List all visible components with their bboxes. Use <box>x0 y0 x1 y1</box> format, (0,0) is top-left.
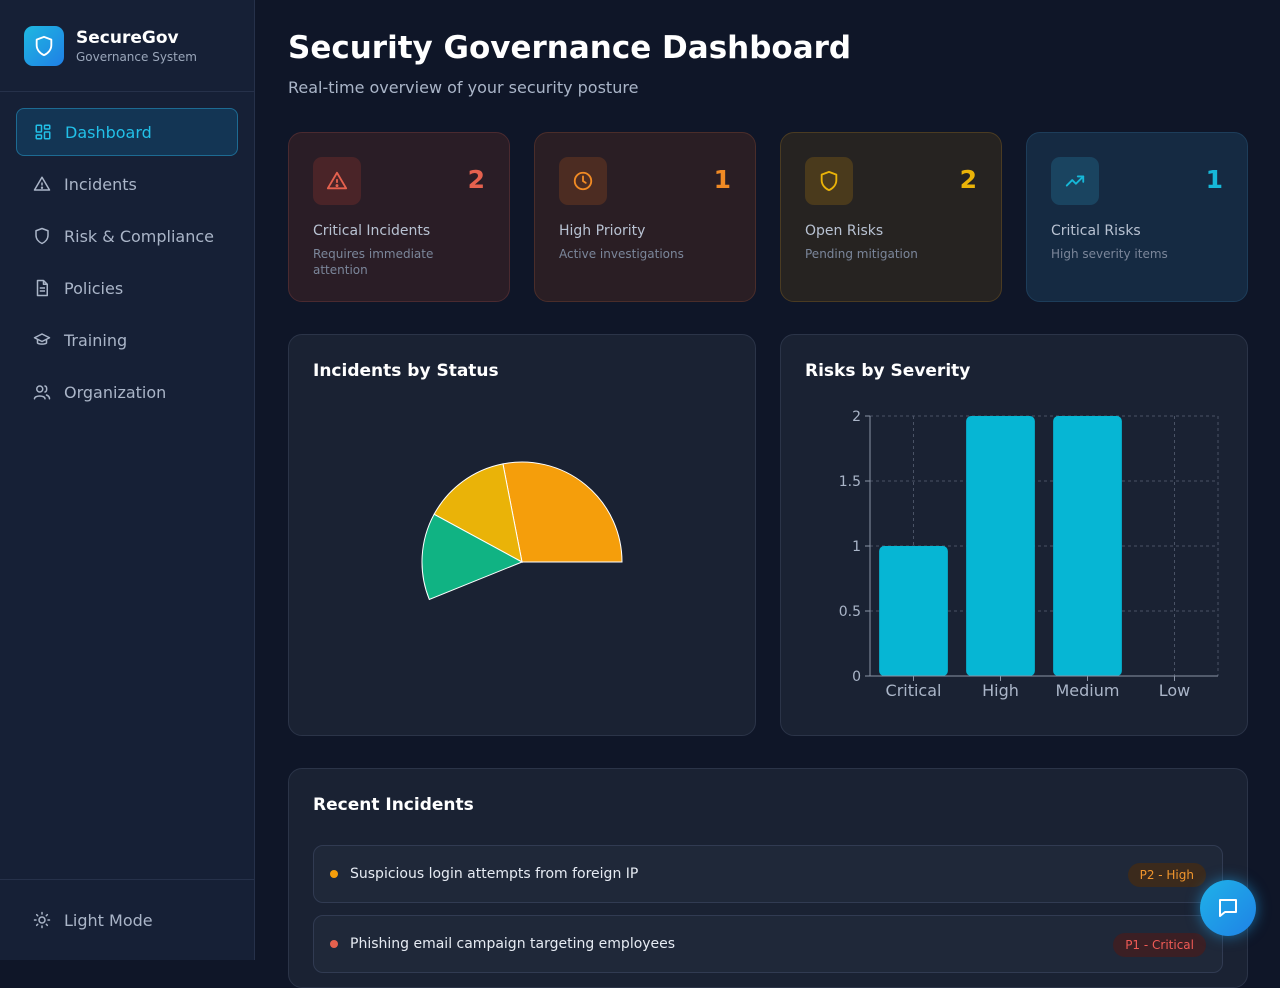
sidebar-item-label: Policies <box>64 278 124 298</box>
incident-title: Suspicious login attempts from foreign I… <box>350 866 639 882</box>
bar[interactable] <box>966 416 1035 676</box>
x-tick-label: High <box>982 681 1019 700</box>
stat-description: Active investigations <box>559 247 684 261</box>
brand: SecureGov Governance System <box>0 0 254 92</box>
y-tick-label: 0 <box>852 669 861 685</box>
stat-label: Open Risks <box>805 223 884 239</box>
recent-incidents-title: Recent Incidents <box>313 795 474 815</box>
x-tick-label: Medium <box>1056 681 1120 700</box>
y-tick-label: 0.5 <box>839 604 861 620</box>
stat-value: 2 <box>959 165 977 194</box>
sidebar-item-training[interactable]: Training <box>16 316 238 364</box>
priority-badge: P2 - High <box>1127 863 1206 887</box>
shield-icon <box>32 226 52 246</box>
stat-description: High severity items <box>1051 247 1168 261</box>
theme-toggle-label: Light Mode <box>64 910 153 930</box>
incidents-by-status-card: Incidents by Status <box>288 334 756 736</box>
grid-icon <box>33 122 53 142</box>
incidents-pie-chart <box>421 461 623 601</box>
chat-button[interactable] <box>1200 880 1256 936</box>
brand-shield-icon <box>24 25 64 66</box>
list-item[interactable]: Phishing email campaign targeting employ… <box>313 915 1223 973</box>
chart-title: Incidents by Status <box>313 361 499 381</box>
y-tick-label: 2 <box>852 409 861 425</box>
users-icon <box>32 382 52 402</box>
sidebar-nav: Dashboard Incidents Risk & Compliance Po… <box>0 92 254 416</box>
message-square-icon <box>1219 899 1237 917</box>
sidebar-item-label: Dashboard <box>65 122 152 142</box>
severity-dot <box>330 870 338 878</box>
sidebar-item-organization[interactable]: Organization <box>16 368 238 416</box>
stat-card-open-risks[interactable]: 2 Open Risks Pending mitigation <box>780 132 1002 302</box>
stat-label: Critical Risks <box>1051 223 1141 239</box>
x-tick-label: Low <box>1159 681 1191 700</box>
sidebar-item-policies[interactable]: Policies <box>16 264 238 312</box>
severity-dot <box>330 940 338 948</box>
sidebar-item-label: Risk & Compliance <box>64 226 214 246</box>
stat-value: 1 <box>713 165 731 194</box>
chart-title: Risks by Severity <box>805 361 971 381</box>
sidebar-item-label: Incidents <box>64 174 137 194</box>
bar[interactable] <box>879 546 948 676</box>
sidebar-item-label: Training <box>64 330 128 350</box>
graduation-cap-icon <box>32 330 52 350</box>
brand-subtitle: Governance System <box>76 50 197 64</box>
recent-incidents-card: Recent Incidents Suspicious login attemp… <box>288 768 1248 988</box>
clock-icon <box>559 157 607 205</box>
page-title: Security Governance Dashboard <box>288 30 852 66</box>
shield-icon <box>805 157 853 205</box>
stat-label: Critical Incidents <box>313 223 431 239</box>
risks-bar-chart: 0 0.5 1 1.5 2 Critical High Medium Low <box>839 409 1219 700</box>
sidebar: SecureGov Governance System Dashboard In… <box>0 0 255 960</box>
stat-label: High Priority <box>559 223 646 239</box>
list-item[interactable]: Suspicious login attempts from foreign I… <box>313 845 1223 903</box>
incident-title: Phishing email campaign targeting employ… <box>350 936 676 952</box>
brand-name: SecureGov <box>76 28 179 48</box>
alert-triangle-icon <box>32 174 52 194</box>
stat-description: Requires immediate attention <box>313 247 434 277</box>
priority-badge: P1 - Critical <box>1113 933 1206 957</box>
sidebar-item-risk-compliance[interactable]: Risk & Compliance <box>16 212 238 260</box>
stat-card-high-priority[interactable]: 1 High Priority Active investigations <box>534 132 756 302</box>
pie-slice[interactable] <box>433 463 523 563</box>
risks-by-severity-card: Risks by Severity 0 0.5 1 1.5 2 Critical High M… <box>780 334 1248 736</box>
stat-description: Pending mitigation <box>805 247 918 261</box>
page-subtitle: Real-time overview of your security post… <box>288 78 639 97</box>
stat-value: 2 <box>467 165 485 194</box>
theme-toggle[interactable]: Light Mode <box>0 879 254 960</box>
pie-slice[interactable] <box>502 461 623 563</box>
x-tick-label: Critical <box>886 681 942 700</box>
y-tick-label: 1 <box>852 539 861 555</box>
document-icon <box>32 278 52 298</box>
sidebar-item-label: Organization <box>64 382 167 402</box>
sidebar-item-incidents[interactable]: Incidents <box>16 160 238 208</box>
sun-icon <box>32 910 52 930</box>
bar[interactable] <box>1053 416 1122 676</box>
stat-value: 1 <box>1205 165 1223 194</box>
stat-card-critical-risks[interactable]: 1 Critical Risks High severity items <box>1026 132 1248 302</box>
stat-card-critical-incidents[interactable]: 2 Critical Incidents Requires immediate … <box>288 132 510 302</box>
alert-triangle-icon <box>313 157 361 205</box>
pie-slice[interactable] <box>421 513 524 601</box>
trending-up-icon <box>1051 157 1099 205</box>
sidebar-item-dashboard[interactable]: Dashboard <box>16 108 238 156</box>
y-tick-label: 1.5 <box>839 474 861 490</box>
